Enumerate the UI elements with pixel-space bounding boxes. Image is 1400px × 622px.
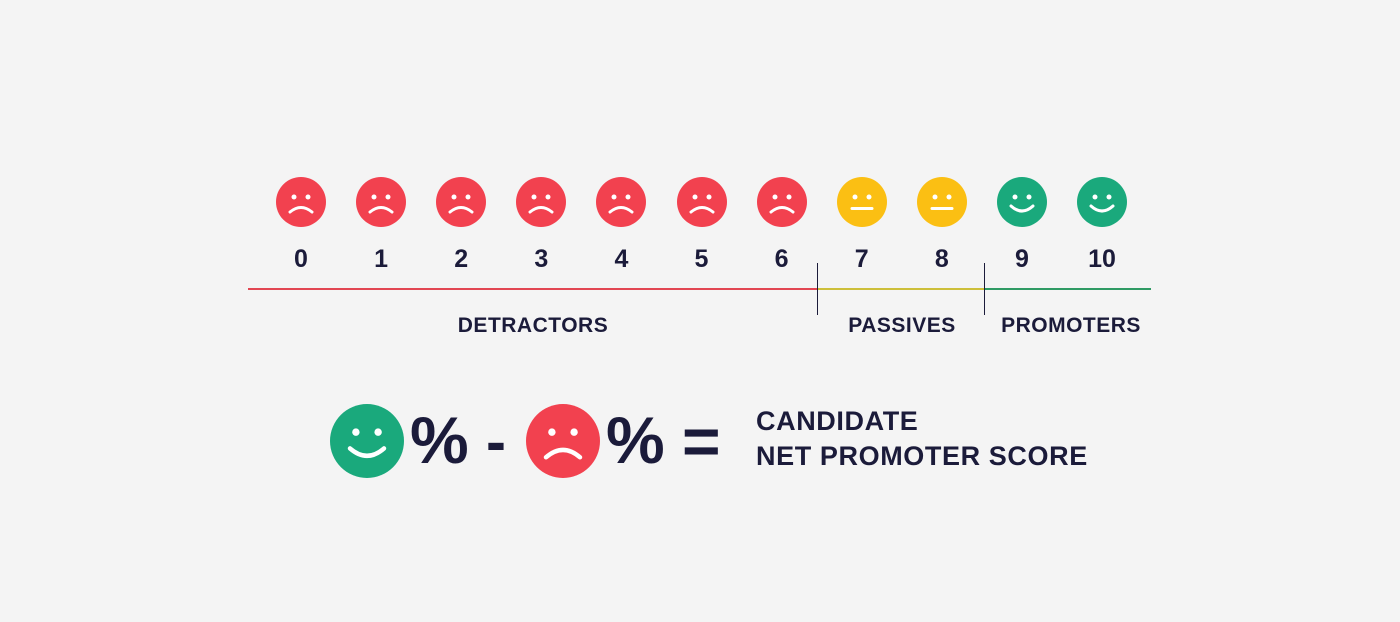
sad-face-icon <box>516 177 567 227</box>
result-line-nps: NET PROMOTER SCORE <box>756 441 1088 471</box>
happy-face-icon <box>996 177 1047 227</box>
neutral-face-icon <box>916 177 967 227</box>
detractors-line <box>248 288 818 290</box>
happy-face-icon <box>1077 177 1127 227</box>
detractors-label: DETRACTORS <box>457 314 609 337</box>
passives-line <box>818 288 984 290</box>
minus-sign: - <box>486 408 506 475</box>
score-label: 2 <box>454 245 469 273</box>
sad-face-icon <box>756 177 807 227</box>
score-label: 9 <box>1014 245 1029 273</box>
percent-sign-detractors: % <box>606 403 665 477</box>
percent-sign-promoters: % <box>410 403 469 477</box>
divider-passives-promoters <box>984 263 985 315</box>
passives-label: PASSIVES <box>848 314 956 337</box>
score-label: 1 <box>374 245 389 273</box>
result-line-candidate: CANDIDATE <box>756 406 919 436</box>
neutral-face-icon <box>836 177 887 227</box>
score-label: 6 <box>774 245 789 273</box>
score-label: 0 <box>294 245 308 273</box>
sad-face-icon <box>676 177 727 227</box>
score-label: 3 <box>534 245 549 273</box>
sad-face-icon <box>596 177 647 227</box>
divider-detractors-passives <box>817 263 818 315</box>
score-label: 10 <box>1088 245 1116 273</box>
equals-sign: = <box>682 404 721 478</box>
score-label: 7 <box>854 245 869 273</box>
promoters-line <box>984 288 1151 290</box>
score-label: 8 <box>934 245 949 273</box>
result-label: CANDIDATE NET PROMOTER SCORE <box>756 404 1088 474</box>
happy-face-icon <box>330 404 404 478</box>
promoters-label: PROMOTERS <box>1001 314 1141 337</box>
score-label: 4 <box>614 245 629 273</box>
sad-face-icon <box>526 404 600 478</box>
sad-face-icon <box>276 177 326 227</box>
sad-face-icon <box>356 177 407 227</box>
score-label: 5 <box>694 245 709 273</box>
sad-face-icon <box>436 177 487 227</box>
